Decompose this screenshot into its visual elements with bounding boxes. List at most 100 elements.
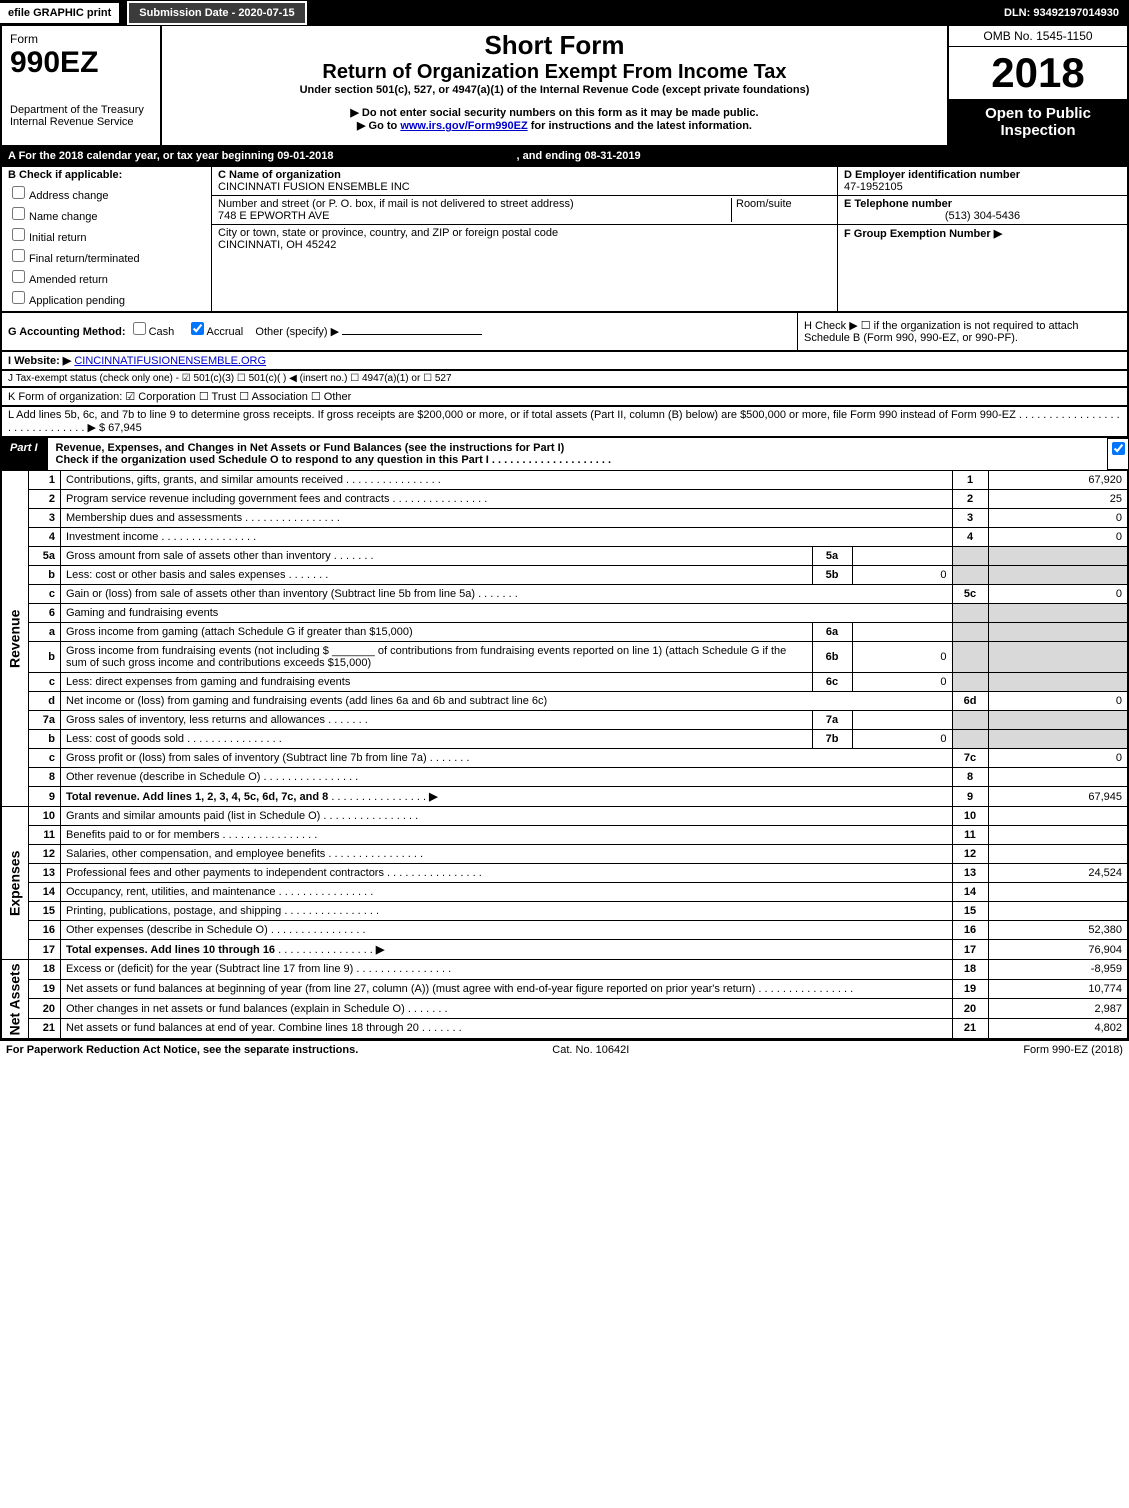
- line-k: K Form of organization: ☑ Corporation ☐ …: [0, 388, 1129, 407]
- line-6-num: 6: [29, 604, 61, 623]
- line-7a-num: 7a: [29, 711, 61, 730]
- line-7c-coln: 7c: [952, 749, 988, 768]
- row-8: 8 Other revenue (describe in Schedule O)…: [1, 768, 1128, 787]
- row-21: 21 Net assets or fund balances at end of…: [1, 1019, 1128, 1039]
- chk-application-pending[interactable]: [12, 291, 25, 304]
- line-6d-coln: 6d: [952, 692, 988, 711]
- part1-title: Revenue, Expenses, and Changes in Net As…: [56, 442, 565, 454]
- form-label: Form: [10, 32, 152, 46]
- line-6a-desc: Gross income from gaming (attach Schedul…: [61, 623, 813, 642]
- line-6c-boxv: 0: [852, 673, 952, 692]
- line-6a-boxn: 6a: [812, 623, 852, 642]
- notice-goto: ▶ Go to www.irs.gov/Form990EZ for instru…: [170, 119, 939, 132]
- line-14-num: 14: [29, 883, 61, 902]
- line-21-coln: 21: [952, 1019, 988, 1039]
- line-16-val: 52,380: [988, 921, 1128, 940]
- line-1-val: 67,920: [988, 471, 1128, 490]
- line-7c-desc: Gross profit or (loss) from sales of inv…: [66, 752, 427, 764]
- line-19-desc: Net assets or fund balances at beginning…: [66, 983, 755, 995]
- notice-ssn: ▶ Do not enter social security numbers o…: [170, 106, 939, 119]
- row-13: 13 Professional fees and other payments …: [1, 864, 1128, 883]
- phone: (513) 304-5436: [844, 210, 1121, 222]
- row-12: 12 Salaries, other compensation, and emp…: [1, 845, 1128, 864]
- line-3-val: 0: [988, 509, 1128, 528]
- line-8-desc: Other revenue (describe in Schedule O): [66, 771, 260, 783]
- i-label: I Website: ▶: [8, 355, 71, 367]
- line-16-desc: Other expenses (describe in Schedule O): [66, 924, 268, 936]
- line-21-desc: Net assets or fund balances at end of ye…: [66, 1022, 419, 1034]
- paperwork-notice: For Paperwork Reduction Act Notice, see …: [6, 1044, 358, 1056]
- line-21-num: 21: [29, 1019, 61, 1039]
- line-13-desc: Professional fees and other payments to …: [66, 867, 384, 879]
- notice-goto-prefix: ▶ Go to: [357, 120, 400, 132]
- line-1-desc: Contributions, gifts, grants, and simila…: [66, 474, 343, 486]
- row-18: Net Assets 18 Excess or (deficit) for th…: [1, 960, 1128, 980]
- g-label: G Accounting Method:: [8, 326, 129, 338]
- line-6b-boxn: 6b: [812, 642, 852, 673]
- line-7c-val: 0: [988, 749, 1128, 768]
- line-11-num: 11: [29, 826, 61, 845]
- submission-date: Submission Date - 2020-07-15: [127, 1, 306, 25]
- line-13-num: 13: [29, 864, 61, 883]
- line-18-desc: Excess or (deficit) for the year (Subtra…: [66, 963, 353, 975]
- cash-label: Cash: [149, 326, 175, 338]
- row-2: 2 Program service revenue including gove…: [1, 490, 1128, 509]
- chk-initial-return[interactable]: [12, 228, 25, 241]
- short-form-title: Short Form: [170, 30, 939, 61]
- addr-label: Number and street (or P. O. box, if mail…: [218, 198, 574, 210]
- line-15-val: [988, 902, 1128, 921]
- line-14-desc: Occupancy, rent, utilities, and maintena…: [66, 886, 276, 898]
- dln-label: DLN: 93492197014930: [1004, 7, 1129, 19]
- line-12-val: [988, 845, 1128, 864]
- line-14-coln: 14: [952, 883, 988, 902]
- org-name: CINCINNATI FUSION ENSEMBLE INC: [218, 181, 410, 193]
- line-3-num: 3: [29, 509, 61, 528]
- line-5c-coln: 5c: [952, 585, 988, 604]
- line-3-coln: 3: [952, 509, 988, 528]
- line-10-num: 10: [29, 807, 61, 826]
- city-label: City or town, state or province, country…: [218, 227, 558, 239]
- efile-label[interactable]: efile GRAPHIC print: [0, 1, 121, 25]
- row-1: Revenue 1 Contributions, gifts, grants, …: [1, 471, 1128, 490]
- chk-address-change[interactable]: [12, 186, 25, 199]
- line-6a-num: a: [29, 623, 61, 642]
- line-9-coln: 9: [952, 787, 988, 807]
- row-5a: 5a Gross amount from sale of assets othe…: [1, 547, 1128, 566]
- row-6d: d Net income or (loss) from gaming and f…: [1, 692, 1128, 711]
- website-link[interactable]: CINCINNATIFUSIONENSEMBLE.ORG: [74, 355, 266, 367]
- row-10: Expenses 10 Grants and similar amounts p…: [1, 807, 1128, 826]
- chk-amended-return[interactable]: [12, 270, 25, 283]
- chk-amended-return-label: Amended return: [29, 274, 108, 286]
- line-6-desc: Gaming and fundraising events: [61, 604, 953, 623]
- line-5a-desc: Gross amount from sale of assets other t…: [66, 550, 331, 562]
- ein: 47-1952105: [844, 181, 903, 193]
- line-11-coln: 11: [952, 826, 988, 845]
- line-17-num: 17: [29, 940, 61, 960]
- line-5b-boxn: 5b: [812, 566, 852, 585]
- street: 748 E EPWORTH AVE: [218, 210, 329, 222]
- row-6c: c Less: direct expenses from gaming and …: [1, 673, 1128, 692]
- line-5b-desc: Less: cost or other basis and sales expe…: [66, 569, 286, 581]
- b-label: B Check if applicable:: [8, 169, 205, 181]
- chk-name-change[interactable]: [12, 207, 25, 220]
- line-20-coln: 20: [952, 999, 988, 1019]
- chk-final-return[interactable]: [12, 249, 25, 262]
- line-6b-desc: Gross income from fundraising events (no…: [61, 642, 813, 673]
- part1-check-line: Check if the organization used Schedule …: [56, 454, 612, 466]
- irs-link[interactable]: www.irs.gov/Form990EZ: [400, 120, 527, 132]
- line-j: J Tax-exempt status (check only one) - ☑…: [0, 371, 1129, 388]
- row-7a: 7a Gross sales of inventory, less return…: [1, 711, 1128, 730]
- line-13-val: 24,524: [988, 864, 1128, 883]
- irs-label: Internal Revenue Service: [10, 116, 152, 128]
- chk-cash[interactable]: [133, 322, 146, 335]
- chk-name-change-label: Name change: [29, 211, 98, 223]
- dept-label: Department of the Treasury: [10, 104, 152, 116]
- chk-accrual[interactable]: [191, 322, 204, 335]
- line-11-desc: Benefits paid to or for members: [66, 829, 219, 841]
- chk-part1-schedule-o[interactable]: [1112, 442, 1125, 455]
- line-1-num: 1: [29, 471, 61, 490]
- row-19: 19 Net assets or fund balances at beginn…: [1, 979, 1128, 999]
- omb-number: OMB No. 1545-1150: [949, 26, 1127, 47]
- line-19-val: 10,774: [988, 979, 1128, 999]
- line-8-coln: 8: [952, 768, 988, 787]
